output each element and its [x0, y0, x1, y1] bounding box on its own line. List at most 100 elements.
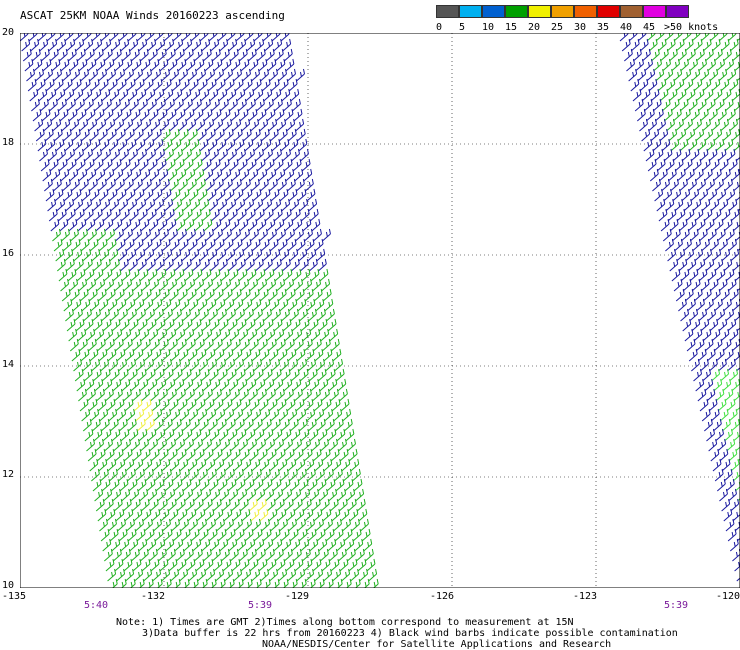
wind-barb — [145, 248, 155, 262]
wind-barb — [309, 428, 319, 442]
wind-barb — [648, 118, 657, 132]
wind-barb — [697, 178, 706, 192]
wind-barb — [103, 548, 113, 562]
wind-barb — [107, 568, 117, 582]
wind-barb — [195, 58, 205, 72]
wind-barb — [157, 158, 167, 172]
wind-barb — [233, 128, 243, 142]
wind-barb — [297, 408, 307, 422]
wind-barb — [184, 548, 194, 562]
wind-barb — [221, 438, 230, 452]
wind-barb — [692, 158, 702, 172]
wind-barb — [125, 568, 135, 582]
wind-barb — [212, 438, 221, 452]
wind-barb — [314, 458, 324, 472]
wind-barb — [116, 458, 126, 472]
wind-barb — [280, 468, 289, 482]
wind-barb — [237, 208, 247, 222]
wind-barb — [152, 568, 162, 582]
wind-barb — [325, 528, 335, 542]
wind-barb — [730, 168, 740, 182]
wind-barb — [193, 488, 203, 502]
wind-barb — [297, 188, 307, 202]
wind-barb — [126, 298, 136, 312]
wind-barb — [105, 58, 115, 72]
wind-barb — [122, 218, 132, 232]
wind-barb — [240, 558, 250, 572]
wind-barb — [228, 428, 238, 442]
wind-barb — [205, 178, 215, 192]
wind-barb — [71, 128, 81, 142]
wind-barb — [276, 388, 285, 402]
wind-barb — [94, 268, 104, 282]
wind-barb — [227, 368, 237, 382]
wind-barb — [130, 268, 140, 282]
wind-barb — [216, 188, 226, 202]
wind-barb — [119, 478, 129, 492]
wind-barb — [301, 268, 311, 282]
wind-barb — [162, 298, 172, 312]
wind-barb — [639, 38, 649, 52]
wind-barb — [339, 558, 349, 572]
wind-barb — [271, 248, 281, 262]
wind-barb — [736, 287, 740, 292]
wind-barb — [142, 178, 152, 192]
wind-barb — [245, 258, 255, 272]
wind-barb — [242, 68, 251, 82]
wind-barb — [333, 518, 342, 532]
wind-barb — [319, 548, 329, 562]
wind-barb — [294, 338, 304, 352]
wind-barb — [372, 578, 379, 588]
wind-barb — [147, 318, 157, 332]
wind-barb — [169, 178, 179, 192]
wind-barb — [723, 508, 733, 522]
wind-barb — [128, 368, 138, 382]
wind-barb — [95, 218, 105, 232]
wind-barb — [192, 538, 202, 552]
wind-barb — [274, 48, 284, 62]
wind-barb — [122, 328, 132, 342]
wind-barb — [711, 118, 720, 132]
wind-barb — [233, 68, 242, 82]
wind-barb — [336, 578, 343, 588]
wind-barb — [223, 228, 232, 242]
wind-barb — [702, 328, 712, 342]
wind-barb — [112, 48, 122, 62]
wind-barb — [663, 108, 673, 122]
wind-barb — [684, 38, 694, 52]
wind-barb — [76, 98, 85, 112]
wind-barb — [710, 238, 719, 252]
wind-barb — [269, 68, 278, 82]
wind-barb — [60, 278, 70, 292]
wind-barb — [706, 388, 716, 402]
wind-barb — [626, 58, 635, 72]
wind-barb — [113, 498, 123, 512]
wind-barb — [710, 198, 720, 212]
wind-barb — [104, 438, 113, 452]
wind-barb — [125, 68, 134, 82]
wind-barb — [30, 38, 40, 52]
wind-barb — [657, 78, 667, 92]
wind-barb — [722, 338, 732, 352]
wind-barb — [729, 328, 739, 342]
wind-barb — [191, 368, 201, 382]
wind-barb — [292, 548, 302, 562]
wind-barb — [356, 498, 366, 512]
wind-barb — [199, 138, 209, 152]
wind-barb — [82, 138, 92, 152]
wind-barb — [687, 258, 697, 272]
wind-barb — [133, 228, 142, 242]
wind-barb — [127, 358, 137, 372]
wind-barb — [232, 228, 241, 242]
wind-barb — [105, 168, 115, 182]
wind-barb — [328, 378, 338, 392]
wind-barb — [91, 33, 101, 42]
wind-barb — [89, 238, 99, 252]
wind-barb — [230, 328, 240, 342]
wind-barb — [229, 98, 238, 112]
wind-barb — [121, 98, 130, 112]
wind-barb — [281, 308, 290, 322]
wind-barb — [165, 38, 175, 52]
wind-barb — [228, 318, 238, 332]
lat-label-18: 18 — [2, 137, 15, 148]
